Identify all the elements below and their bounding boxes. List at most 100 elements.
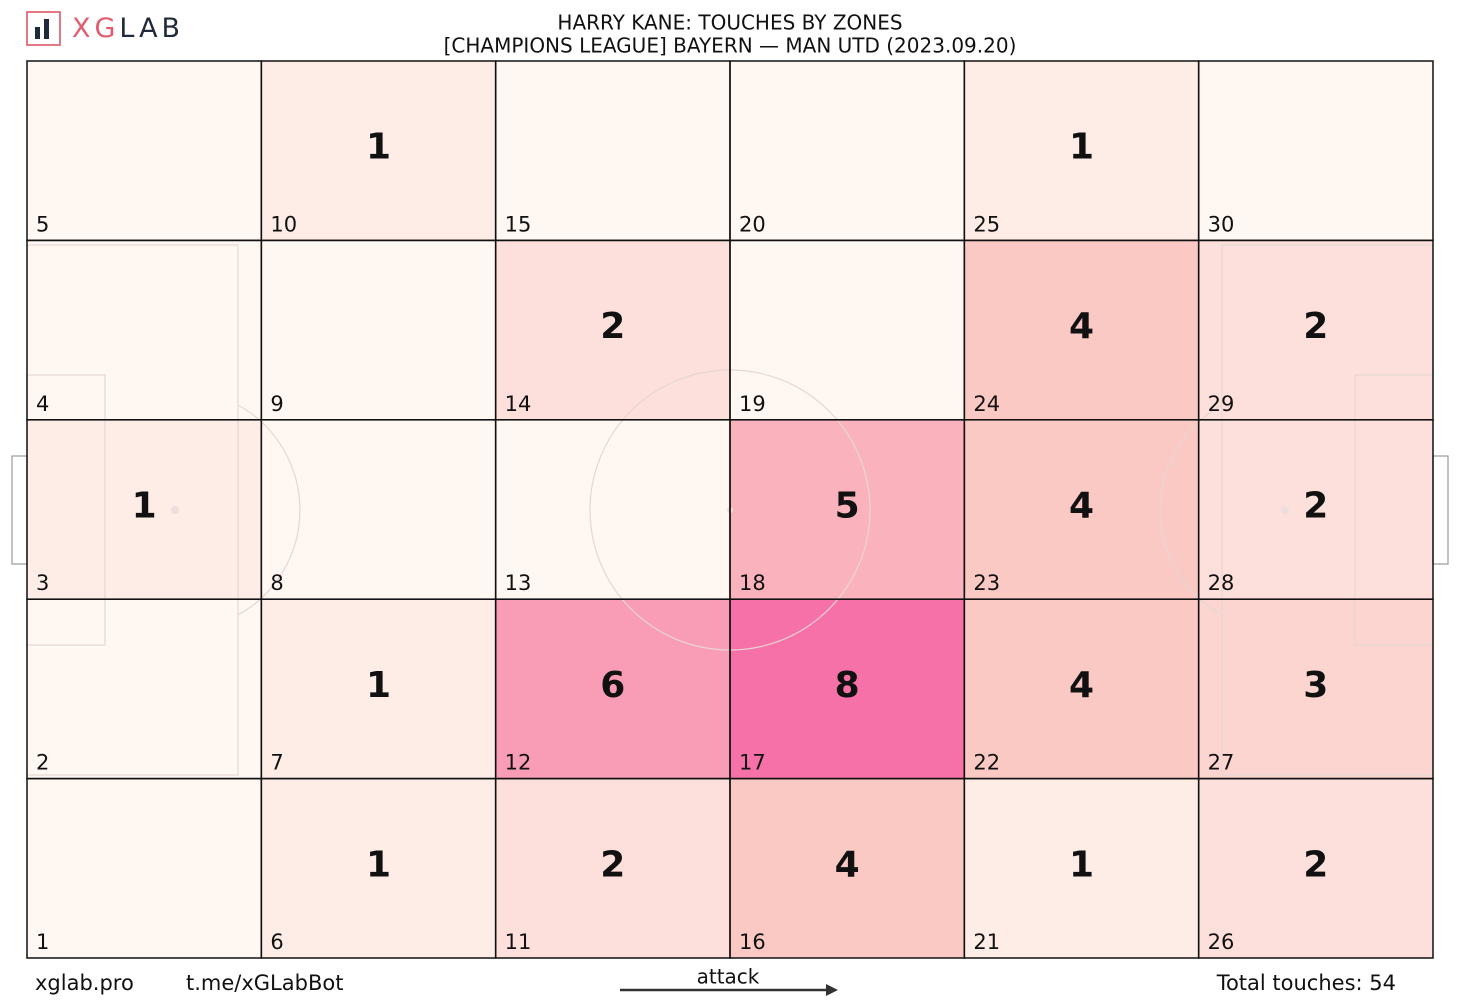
brand-b: LAB — [119, 13, 184, 44]
zone-count: 2 — [1303, 306, 1328, 347]
zone-number: 9 — [270, 392, 283, 416]
zone-cell — [495, 599, 730, 779]
zone-cell — [495, 778, 730, 958]
zone-count: 3 — [1303, 665, 1328, 706]
zone-cell — [730, 240, 965, 420]
zone-count: 1 — [366, 665, 391, 706]
footer-site: xglab.pro — [35, 971, 134, 995]
zone-cell — [261, 240, 496, 420]
attack-arrowhead — [826, 984, 838, 996]
zone-cell — [495, 240, 730, 420]
chart-subtitle: [CHAMPIONS LEAGUE] BAYERN — MAN UTD (202… — [444, 34, 1017, 58]
chart-title: HARRY KANE: TOUCHES BY ZONES — [557, 11, 902, 35]
penalty-arc — [237, 404, 301, 616]
zone-count: 4 — [1069, 665, 1094, 706]
cells — [27, 61, 1433, 958]
logo-bar — [35, 27, 40, 39]
zone-count: 4 — [1069, 306, 1094, 347]
zone-cell — [964, 599, 1199, 779]
zone-cell — [730, 419, 965, 600]
zone-number: 20 — [739, 212, 766, 236]
zone-number: 11 — [505, 930, 532, 954]
zone-number: 14 — [505, 392, 532, 416]
zone-cell — [964, 240, 1199, 420]
zone-number: 28 — [1208, 571, 1235, 595]
zone-number: 19 — [739, 392, 766, 416]
zone-number: 4 — [36, 392, 49, 416]
brand-a: XG — [72, 13, 119, 44]
direction-label: attack — [697, 965, 760, 989]
footer-bot: t.me/xGLabBot — [186, 971, 343, 995]
zone-cell — [1198, 599, 1433, 779]
zone-cell — [261, 778, 496, 958]
zone-cell — [495, 61, 730, 241]
zone-number: 7 — [270, 751, 283, 775]
goal — [1432, 455, 1449, 565]
zone-count: 5 — [835, 486, 860, 527]
logo: XGLAB — [26, 11, 184, 46]
zone-number: 21 — [973, 930, 1000, 954]
zone-number: 29 — [1208, 392, 1235, 416]
zone-count: 4 — [835, 844, 860, 885]
zone-count: 2 — [1303, 844, 1328, 885]
zone-cell — [27, 419, 262, 600]
zone-number: 23 — [973, 571, 1000, 595]
zone-number: 18 — [739, 571, 766, 595]
zone-number: 15 — [505, 212, 532, 236]
penalty-spot — [171, 506, 179, 514]
zone-count: 2 — [600, 844, 625, 885]
zone-cell — [1198, 419, 1433, 600]
zone-number: 27 — [1208, 751, 1235, 775]
zone-cell — [261, 419, 496, 600]
zone-number: 22 — [973, 751, 1000, 775]
zone-cell — [730, 778, 965, 958]
zone-count: 1 — [1069, 127, 1094, 168]
zone-number: 24 — [973, 392, 1000, 416]
zone-count: 4 — [1069, 486, 1094, 527]
penalty-arc — [1159, 404, 1223, 616]
zone-count: 1 — [132, 486, 157, 527]
zone-number: 13 — [505, 571, 532, 595]
penalty-spot — [1281, 506, 1289, 514]
zone-number: 17 — [739, 751, 766, 775]
zone-number: 10 — [270, 212, 297, 236]
zone-number: 16 — [739, 930, 766, 954]
zone-number: 8 — [270, 571, 283, 595]
zone-number: 26 — [1208, 930, 1235, 954]
zone-number: 6 — [270, 930, 283, 954]
zone-cell — [27, 61, 262, 241]
zone-grid — [26, 60, 1434, 959]
zone-count: 2 — [1303, 486, 1328, 527]
zone-count: 1 — [1069, 844, 1094, 885]
zone-cell — [1198, 240, 1433, 420]
zone-number: 5 — [36, 212, 49, 236]
zone-cell — [1198, 778, 1433, 958]
zone-number: 12 — [505, 751, 532, 775]
zone-number: 1 — [36, 930, 49, 954]
zone-cell — [495, 419, 730, 600]
brand: XGLAB — [72, 13, 184, 44]
zone-count: 1 — [366, 844, 391, 885]
zone-cell — [27, 599, 262, 779]
zone-cell — [1198, 61, 1433, 241]
zone-cell — [27, 240, 262, 420]
zone-cell — [27, 778, 262, 958]
zone-cell — [964, 778, 1199, 958]
zone-number: 2 — [36, 751, 49, 775]
zone-border — [1197, 60, 1434, 242]
zone-cell — [261, 61, 496, 241]
logo-bar — [44, 19, 49, 39]
logo-frame — [26, 11, 61, 46]
zone-cell — [730, 599, 965, 779]
zone-number: 25 — [973, 212, 1000, 236]
zone-count: 8 — [835, 665, 860, 706]
zone-cell — [730, 61, 965, 241]
zone-labels: 1231456171891011121261314215164178185192… — [36, 127, 1328, 954]
zone-cell — [964, 61, 1199, 241]
zone-count: 2 — [600, 306, 625, 347]
zone-cell — [261, 599, 496, 779]
zone-number: 3 — [36, 571, 49, 595]
goal — [11, 455, 28, 565]
zone-number: 30 — [1208, 212, 1235, 236]
